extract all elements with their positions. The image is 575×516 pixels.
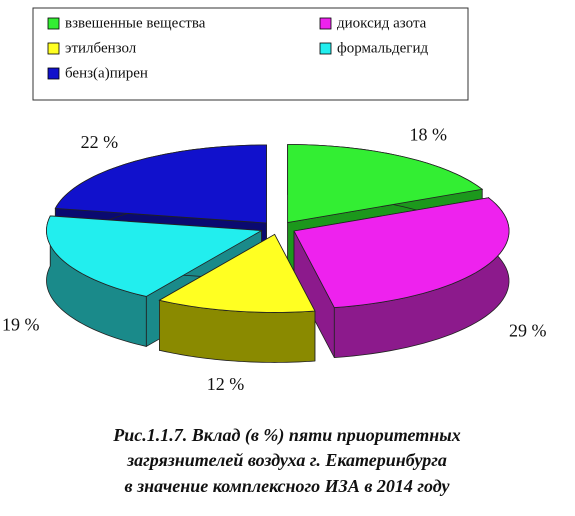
value-label: 29 % — [509, 320, 547, 340]
slice — [158, 233, 316, 363]
legend-label: диоксид азота — [337, 15, 427, 31]
caption: загрязнителей воздуха г. Екатеринбурга — [126, 450, 447, 470]
legend-label: формальдегид — [337, 40, 428, 56]
legend-swatch — [319, 17, 332, 30]
legend-swatch — [319, 42, 332, 55]
value-label: 19 % — [2, 315, 40, 335]
legend-label: взвешенные вещества — [65, 15, 206, 31]
slice — [293, 196, 510, 359]
slice-top — [46, 215, 263, 297]
caption: Рис.1.1.7. Вклад (в %) пяти приоритетных — [112, 425, 461, 446]
caption: в значение комплексного ИЗА в 2014 году — [125, 476, 451, 496]
legend-box — [32, 7, 469, 101]
legend-swatch — [47, 67, 60, 80]
slice-top — [158, 233, 316, 313]
value-label: 12 % — [207, 374, 245, 394]
legend-swatch — [47, 42, 60, 55]
legend-swatch — [47, 17, 60, 30]
legend-label: бенз(а)пирен — [65, 65, 148, 81]
slice-top — [287, 144, 484, 223]
slice-top — [54, 144, 267, 224]
value-label: 18 % — [409, 124, 447, 144]
legend-label: этилбензол — [65, 40, 137, 56]
value-label: 22 % — [81, 132, 119, 152]
slice-top — [293, 197, 510, 309]
